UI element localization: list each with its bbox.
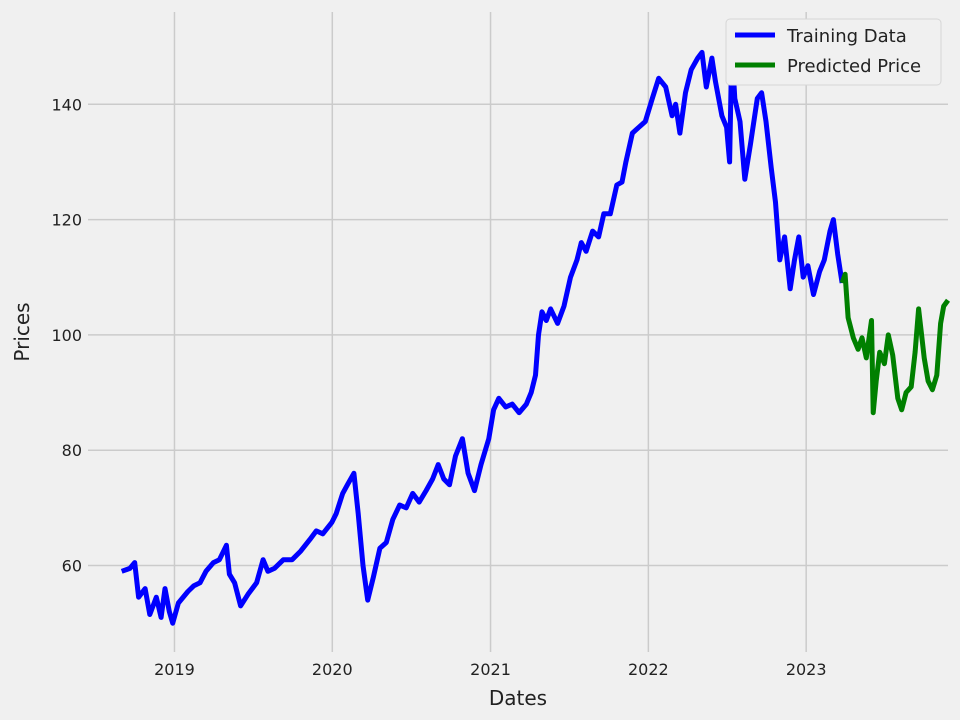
y-tick-label: 140 — [51, 95, 82, 114]
y-tick-label: 80 — [62, 441, 82, 460]
legend-label: Predicted Price — [787, 56, 921, 77]
legend-box — [725, 18, 942, 86]
x-tick-label: 2020 — [312, 660, 353, 679]
legend-label: Training Data — [786, 26, 907, 47]
x-tick-label: 2019 — [154, 660, 195, 679]
series-group — [120, 44, 951, 626]
x-tick-label: 2021 — [470, 660, 511, 679]
y-axis-title: Prices — [10, 302, 34, 361]
y-tick-label: 100 — [51, 326, 82, 345]
y-tick-label: 60 — [62, 557, 82, 576]
x-tick-label: 2022 — [628, 660, 669, 679]
grid — [88, 12, 948, 652]
x-tick-label: 2023 — [786, 660, 827, 679]
x-axis-title: Dates — [489, 686, 547, 710]
series-line-predicted-price — [839, 271, 951, 416]
series-line-training-data — [120, 44, 845, 626]
tick-labels: 60 80 100 120 140 2019 2020 2021 2022 2023 — [51, 95, 826, 679]
y-tick-label: 120 — [51, 211, 82, 230]
legend: Training Data Predicted Price — [725, 18, 942, 86]
